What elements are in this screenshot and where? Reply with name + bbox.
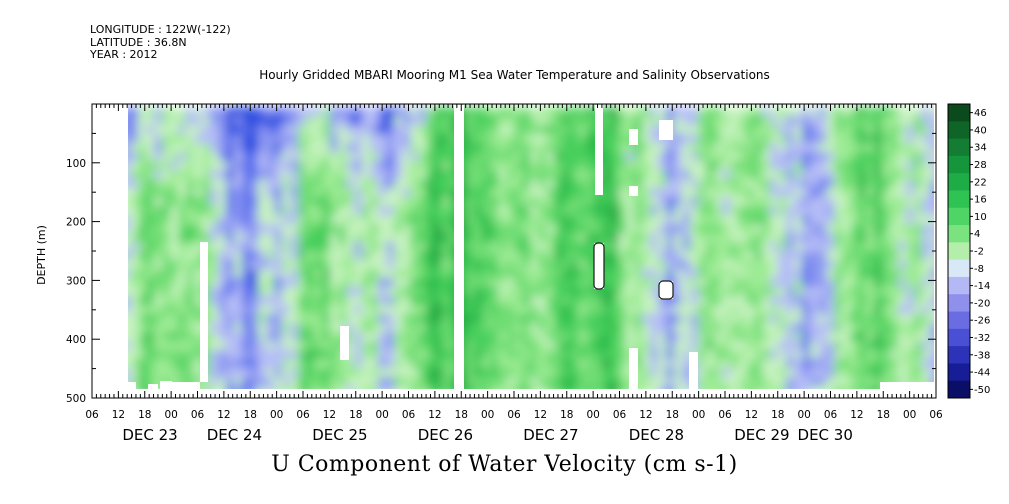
- x-axis: 06 12 18 00 06 12 18 00 06 12 18 00 06 12 18 00 06 12 18 00…: [85, 104, 943, 444]
- x-tick-label: 12: [217, 409, 230, 421]
- x-tick-label: 18: [349, 409, 362, 421]
- x-day-label: DEC 27: [523, 426, 578, 444]
- y-tick-label: 500: [66, 393, 86, 405]
- x-day-label: DEC 25: [312, 426, 367, 444]
- y-tick-label: 400: [66, 334, 86, 346]
- x-tick-label: 12: [745, 409, 758, 421]
- colorbar-label: 4: [974, 229, 980, 240]
- x-day-label: DEC 24: [207, 426, 262, 444]
- x-tick-label: 00: [481, 409, 494, 421]
- colorbar-label: 34: [974, 143, 987, 154]
- x-day-label: DEC 29: [734, 426, 789, 444]
- x-tick-label: 12: [850, 409, 863, 421]
- x-tick-label: 06: [191, 409, 205, 421]
- colorbar-label: -14: [974, 281, 990, 292]
- colorbar-label: -8: [974, 264, 984, 275]
- y-tick-label: 200: [66, 217, 86, 229]
- x-tick-label: 06: [824, 409, 838, 421]
- colorbar-swatch: [948, 138, 970, 157]
- y-axis: 100 200 300 400 500: [66, 132, 936, 405]
- colorbar-swatch: [948, 311, 970, 330]
- colorbar-swatch: [948, 190, 970, 209]
- colorbar-label: 28: [974, 160, 987, 171]
- x-tick-label: 12: [534, 409, 547, 421]
- colorbar-swatch: [948, 155, 970, 174]
- y-axis-label: DEPTH (m): [35, 225, 48, 285]
- x-day-label: DEC 26: [418, 426, 473, 444]
- x-tick-label: 00: [903, 409, 916, 421]
- x-tick-label: 12: [323, 409, 336, 421]
- colorbar-swatch: [948, 207, 970, 226]
- colorbar-swatch: [948, 259, 970, 278]
- x-tick-label: 06: [718, 409, 732, 421]
- x-tick-label: 18: [877, 409, 890, 421]
- x-tick-label: 06: [402, 409, 416, 421]
- chart-title: Hourly Gridded MBARI Mooring M1 Sea Wate…: [259, 68, 770, 82]
- colorbar-legend: 46 40 34 28 22 16 10 4 -2 -8 -14 -20 -26 -32 -38 -44 -50: [947, 103, 990, 399]
- x-day-label: DEC 28: [629, 426, 684, 444]
- x-tick-label: 18: [560, 409, 573, 421]
- x-tick-label: 00: [270, 409, 283, 421]
- colorbar-label: -32: [974, 333, 990, 344]
- heatmap-field: [122, 107, 936, 396]
- y-tick-label: 100: [66, 158, 86, 170]
- x-tick-label: 06: [85, 409, 99, 421]
- x-tick-label: 00: [797, 409, 810, 421]
- year-label: YEAR : 2012: [90, 48, 158, 61]
- x-axis-label: U Component of Water Velocity (cm s-1): [271, 452, 738, 477]
- colorbar-label: -38: [974, 350, 990, 361]
- colorbar-label: 10: [974, 212, 987, 223]
- colorbar-label: 40: [974, 125, 987, 136]
- colorbar-label: -20: [974, 298, 990, 309]
- x-tick-label: 18: [244, 409, 257, 421]
- x-tick-label: 00: [164, 409, 177, 421]
- colorbar-label: 46: [974, 108, 987, 119]
- colorbar-label: 16: [974, 195, 987, 206]
- colorbar-swatch: [948, 276, 970, 295]
- colorbar-swatch: [948, 294, 970, 313]
- x-tick-label: 12: [639, 409, 652, 421]
- colorbar-label: -2: [974, 247, 984, 258]
- colorbar-swatch: [948, 346, 970, 364]
- x-tick-label: 00: [375, 409, 388, 421]
- colorbar-swatch: [948, 121, 970, 140]
- x-day-label: DEC 23: [122, 426, 177, 444]
- x-tick-label: 06: [613, 409, 627, 421]
- x-tick-label: 00: [586, 409, 599, 421]
- x-tick-label: 06: [296, 409, 310, 421]
- colorbar-label: 22: [974, 177, 987, 188]
- x-day-label: DEC 30: [798, 426, 853, 444]
- x-tick-label: 18: [771, 409, 784, 421]
- colorbar-swatch: [948, 363, 970, 382]
- colorbar-swatch: [948, 242, 970, 261]
- colorbar-label: -44: [974, 368, 990, 379]
- x-tick-label: 12: [428, 409, 441, 421]
- x-tick-label: 06: [929, 409, 943, 421]
- colorbar-label: -26: [974, 316, 990, 327]
- x-tick-label: 12: [112, 409, 125, 421]
- latitude-label: LATITUDE : 36.8N: [90, 35, 187, 49]
- x-tick-label: 00: [692, 409, 705, 421]
- x-tick-label: 18: [138, 409, 151, 421]
- x-tick-label: 18: [455, 409, 468, 421]
- x-tick-label: 06: [507, 409, 521, 421]
- colorbar-swatch: [948, 225, 970, 243]
- x-tick-label: 18: [666, 409, 679, 421]
- colorbar-swatch: [948, 380, 970, 399]
- colorbar-swatch: [948, 173, 970, 191]
- colorbar-swatch: [948, 328, 970, 347]
- longitude-label: LONGITUDE : 122W(-122): [90, 23, 231, 36]
- y-tick-label: 300: [66, 275, 86, 287]
- metadata-block: LONGITUDE : 122W(-122) LATITUDE : 36.8N …: [90, 23, 231, 62]
- colorbar-label: -50: [974, 385, 990, 396]
- colorbar-swatch: [948, 104, 970, 122]
